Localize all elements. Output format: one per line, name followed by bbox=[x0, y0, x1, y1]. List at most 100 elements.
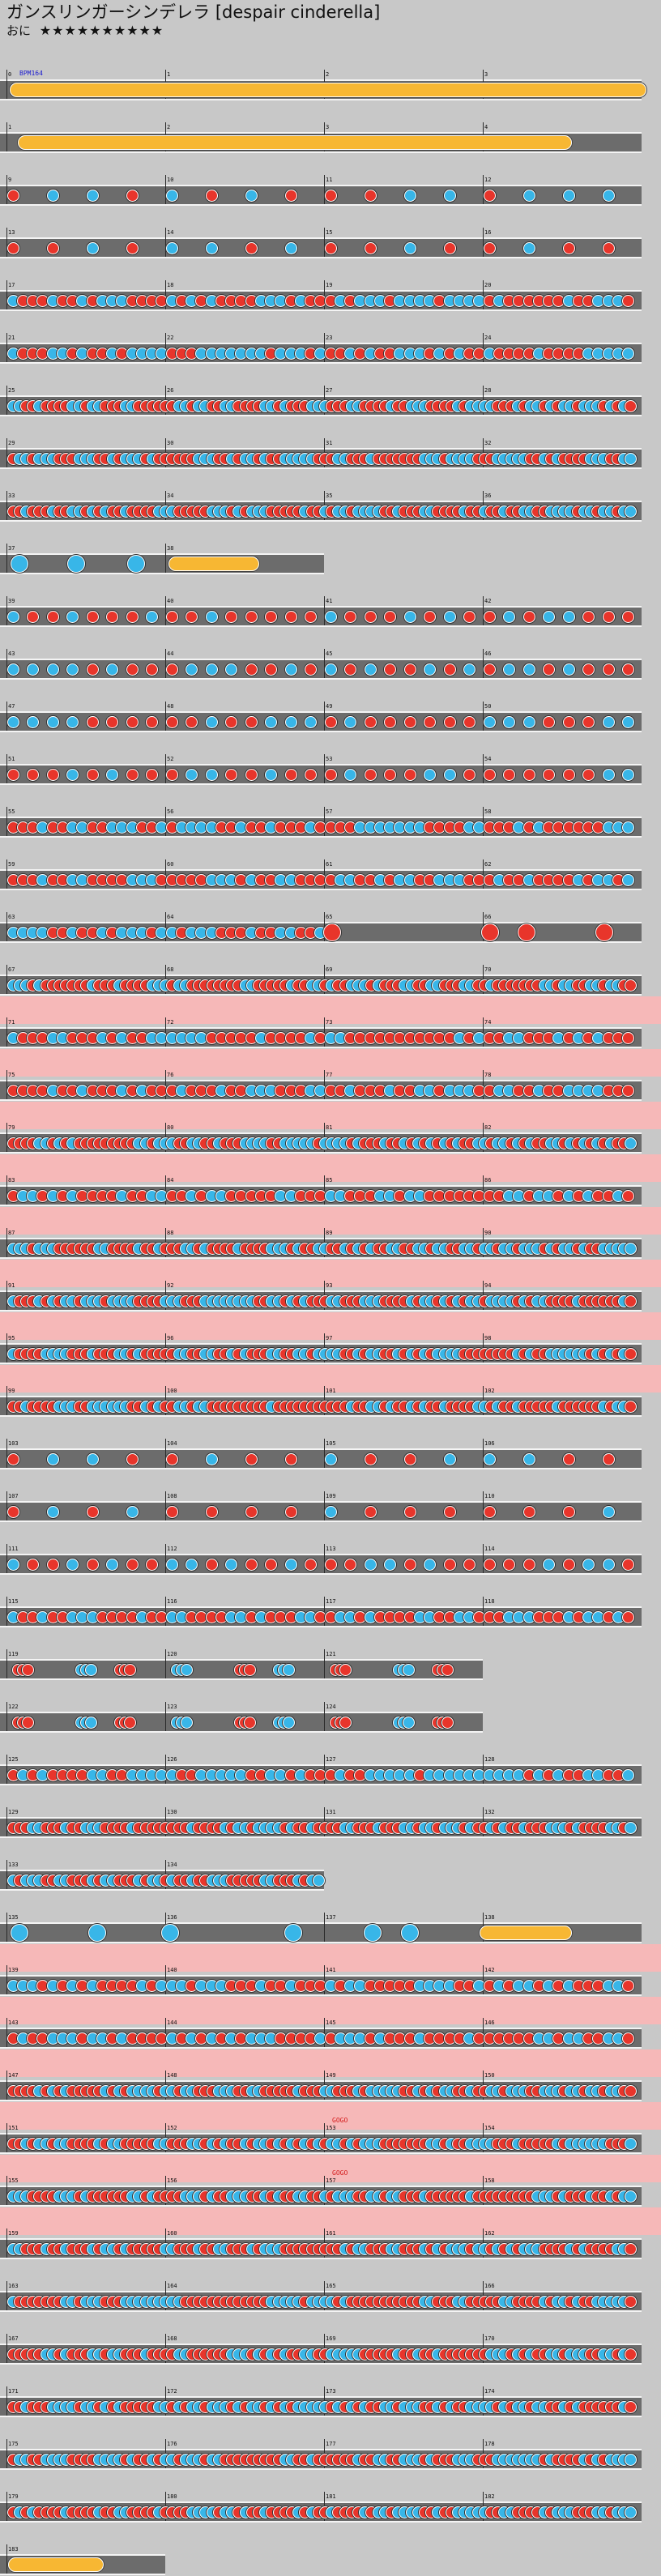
ka-note bbox=[86, 189, 99, 202]
measure-number: 154 bbox=[484, 2125, 495, 2131]
bar-line bbox=[483, 1491, 484, 1520]
bar-line bbox=[6, 649, 7, 678]
ka-note bbox=[106, 663, 118, 676]
measure-number: 16 bbox=[484, 229, 492, 236]
measure-number: 132 bbox=[484, 1809, 495, 1815]
bar-line bbox=[165, 333, 166, 362]
measure-number: 36 bbox=[484, 493, 492, 499]
don-note bbox=[463, 715, 475, 728]
bar-line bbox=[6, 1702, 7, 1731]
chart-row: 87 88 89 90 bbox=[0, 1207, 661, 1260]
measure-number: 93 bbox=[326, 1282, 333, 1289]
measure-number: 48 bbox=[167, 703, 174, 710]
chart-row: 159 160 161 162 bbox=[0, 2207, 661, 2260]
don-note bbox=[622, 610, 634, 623]
don-note bbox=[339, 1663, 352, 1676]
don-note bbox=[245, 1452, 258, 1465]
don-note bbox=[46, 610, 59, 623]
don-note bbox=[305, 768, 317, 781]
ka-note bbox=[625, 1821, 638, 1834]
measure-number: 169 bbox=[326, 2335, 336, 2342]
measure-number: 109 bbox=[326, 1493, 336, 1499]
measure-number: 159 bbox=[8, 2230, 19, 2237]
measure-number: 168 bbox=[167, 2335, 177, 2342]
measure-number: 63 bbox=[8, 914, 15, 920]
don-note bbox=[106, 610, 118, 623]
measure-number: 145 bbox=[326, 2019, 336, 2026]
measure-number: 20 bbox=[484, 282, 492, 288]
measure-number: 140 bbox=[167, 1967, 177, 1973]
ka-note bbox=[602, 1558, 615, 1571]
bar-line bbox=[324, 754, 325, 783]
ka-note bbox=[443, 1452, 456, 1465]
ka-note bbox=[443, 610, 456, 623]
don-note bbox=[6, 241, 19, 254]
ka-note bbox=[284, 1924, 302, 1942]
ka-note bbox=[324, 1452, 337, 1465]
don-note bbox=[384, 610, 396, 623]
don-note bbox=[186, 610, 198, 623]
measure-number: 22 bbox=[167, 335, 174, 341]
don-note bbox=[284, 1452, 297, 1465]
don-note bbox=[126, 715, 139, 728]
measure-number: 83 bbox=[8, 1177, 15, 1184]
measure-number: 160 bbox=[167, 2230, 177, 2237]
measure-number: 65 bbox=[326, 914, 333, 920]
don-note bbox=[46, 241, 59, 254]
measure-number: 55 bbox=[8, 808, 15, 815]
measure-number: 174 bbox=[484, 2388, 495, 2395]
measure-number: 24 bbox=[484, 335, 492, 341]
don-note bbox=[403, 1452, 416, 1465]
ka-note bbox=[205, 610, 218, 623]
chart-row: 135 136 137 138 bbox=[0, 1891, 661, 1944]
measure-number: 75 bbox=[8, 1072, 15, 1078]
measure-number: 15 bbox=[326, 229, 333, 236]
don-note bbox=[21, 1663, 34, 1676]
measure-number: 135 bbox=[8, 1914, 19, 1921]
measure-number: 0 bbox=[8, 71, 12, 78]
measure-number: 153 bbox=[326, 2125, 336, 2131]
ka-note bbox=[106, 768, 118, 781]
measure-number: 13 bbox=[8, 229, 15, 236]
measure-number: 152 bbox=[167, 2125, 177, 2131]
measure-number: 46 bbox=[484, 650, 492, 657]
ka-note bbox=[602, 715, 615, 728]
ka-note bbox=[622, 715, 634, 728]
measure-number: 157 bbox=[326, 2177, 336, 2184]
bar-line bbox=[324, 1439, 325, 1468]
ka-note bbox=[562, 189, 575, 202]
ka-note bbox=[324, 1505, 337, 1518]
measure-number: 50 bbox=[484, 703, 492, 710]
measure-number: 71 bbox=[8, 1019, 15, 1026]
measure-number: 147 bbox=[8, 2072, 19, 2079]
don-note bbox=[324, 715, 337, 728]
bar-line bbox=[6, 333, 7, 362]
measure-number: 19 bbox=[326, 282, 333, 288]
don-note bbox=[205, 189, 218, 202]
difficulty-row: おに ★★★★★★★★★★ bbox=[6, 23, 655, 39]
ka-note bbox=[522, 1452, 535, 1465]
ka-note bbox=[84, 1663, 97, 1676]
ka-note bbox=[66, 715, 79, 728]
ka-note bbox=[622, 768, 634, 781]
bar-line bbox=[165, 754, 166, 783]
measure-number: 33 bbox=[8, 493, 15, 499]
ka-note bbox=[503, 610, 515, 623]
chart-row: 129 130 131 132 bbox=[0, 1786, 661, 1839]
bar-line bbox=[165, 175, 166, 204]
bar-line bbox=[6, 1228, 7, 1257]
ka-note bbox=[344, 768, 356, 781]
don-note bbox=[126, 663, 139, 676]
don-note bbox=[6, 1505, 19, 1518]
don-note bbox=[46, 1558, 59, 1571]
don-note bbox=[403, 1505, 416, 1518]
ka-note bbox=[522, 189, 535, 202]
measure-number: 118 bbox=[484, 1598, 495, 1605]
don-note bbox=[483, 241, 496, 254]
measure-number: 1 bbox=[167, 71, 171, 78]
measure-number: 158 bbox=[484, 2177, 495, 2184]
measure-number: 62 bbox=[484, 861, 492, 868]
measure-number: 11 bbox=[326, 177, 333, 183]
measure-number: 138 bbox=[484, 1914, 495, 1921]
chart-row: 163 164 165 166 bbox=[0, 2260, 661, 2313]
